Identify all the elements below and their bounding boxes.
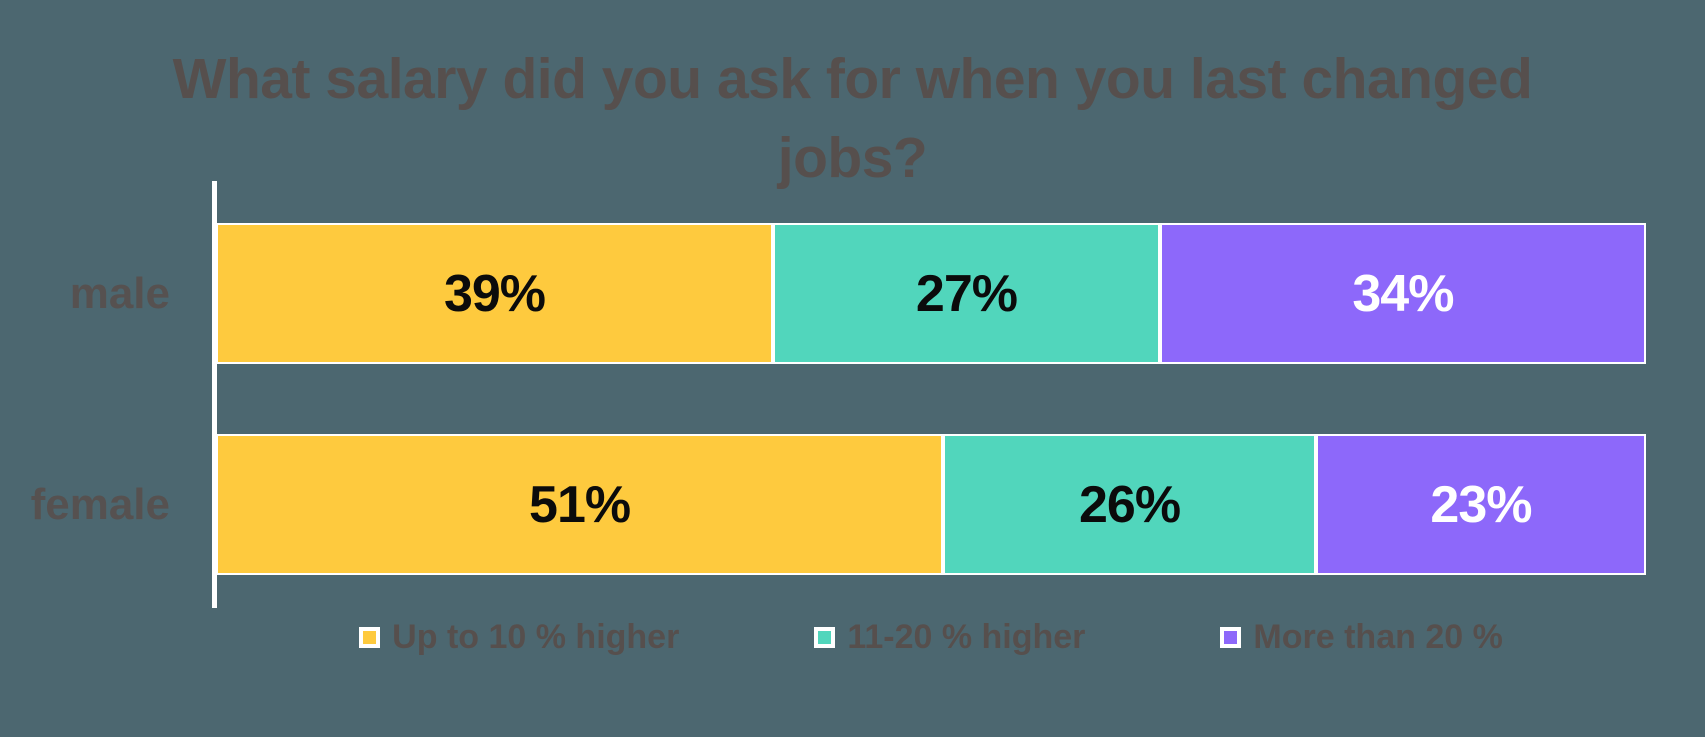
legend-item-more-than-20: More than 20 % bbox=[1220, 618, 1503, 657]
legend-label: 11-20 % higher bbox=[847, 618, 1086, 656]
legend-label: More than 20 % bbox=[1253, 618, 1503, 656]
segment-female-up-to-10-higher: 51% bbox=[216, 434, 944, 575]
value-label-male-11-20-higher: 27% bbox=[915, 264, 1018, 323]
legend-swatch-icon bbox=[359, 627, 381, 648]
bar-row-male: male 39% 27% 34% bbox=[0, 223, 1646, 364]
value-label-female-up-to-10-higher: 51% bbox=[529, 475, 631, 534]
bar-row-female: female 51% 26% 23% bbox=[0, 434, 1647, 575]
legend: Up to 10 % higher 11-20 % higher More than… bbox=[216, 618, 1646, 657]
chart-title: What salary did you ask for when you las… bbox=[172, 47, 1533, 190]
y-axis-line bbox=[212, 181, 217, 608]
legend-item-up-to-10-higher: Up to 10 % higher bbox=[359, 618, 679, 657]
stacked-bar-female: 51% 26% 23% bbox=[216, 434, 1647, 575]
category-label-male: male bbox=[69, 268, 170, 318]
segment-male-more-than-20: 34% bbox=[1159, 223, 1646, 364]
segment-female-more-than-20: 23% bbox=[1315, 434, 1647, 575]
legend-label: Up to 10 % higher bbox=[392, 618, 680, 656]
segment-male-11-20-higher: 27% bbox=[773, 223, 1160, 364]
value-label-female-11-20-higher: 26% bbox=[1078, 475, 1181, 534]
value-label-male-up-to-10-higher: 39% bbox=[443, 264, 546, 323]
legend-item-11-20-higher: 11-20 % higher bbox=[814, 618, 1085, 657]
value-label-female-more-than-20: 23% bbox=[1430, 475, 1532, 534]
stacked-bar-male: 39% 27% 34% bbox=[216, 223, 1646, 364]
legend-swatch-icon bbox=[814, 627, 836, 648]
legend-swatch-icon bbox=[1220, 627, 1242, 648]
segment-female-11-20-higher: 26% bbox=[943, 434, 1316, 575]
segment-male-up-to-10-higher: 39% bbox=[216, 223, 774, 364]
category-label-female: female bbox=[30, 479, 170, 529]
value-label-male-more-than-20: 34% bbox=[1352, 264, 1454, 323]
